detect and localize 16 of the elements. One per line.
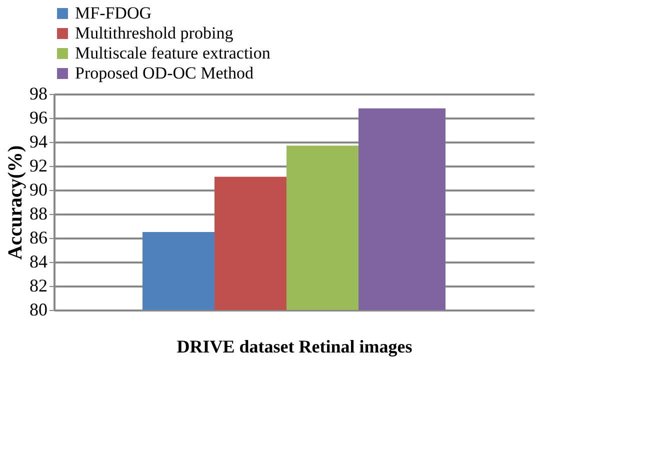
legend-label: Multithreshold probing	[75, 24, 234, 42]
y-tick-label: 88	[30, 204, 48, 224]
y-tick-label: 80	[30, 300, 48, 320]
y-tick-label: 86	[30, 228, 48, 248]
y-axis-title: Accuracy(%)	[4, 145, 26, 260]
y-tick-label: 90	[30, 180, 48, 200]
legend-label: MF-FDOG	[75, 4, 152, 22]
y-tick-label: 96	[30, 108, 48, 128]
y-tick-label: 84	[30, 252, 48, 272]
y-tick-label: 98	[30, 84, 48, 104]
y-tick-label: 92	[30, 156, 48, 176]
legend-label: Proposed OD-OC Method	[75, 64, 254, 82]
y-tick-label: 82	[30, 276, 48, 296]
y-tick-label: 94	[30, 132, 48, 152]
legend-label: Multiscale feature extraction	[75, 44, 271, 62]
x-axis-title: DRIVE dataset Retinal images	[176, 336, 412, 356]
